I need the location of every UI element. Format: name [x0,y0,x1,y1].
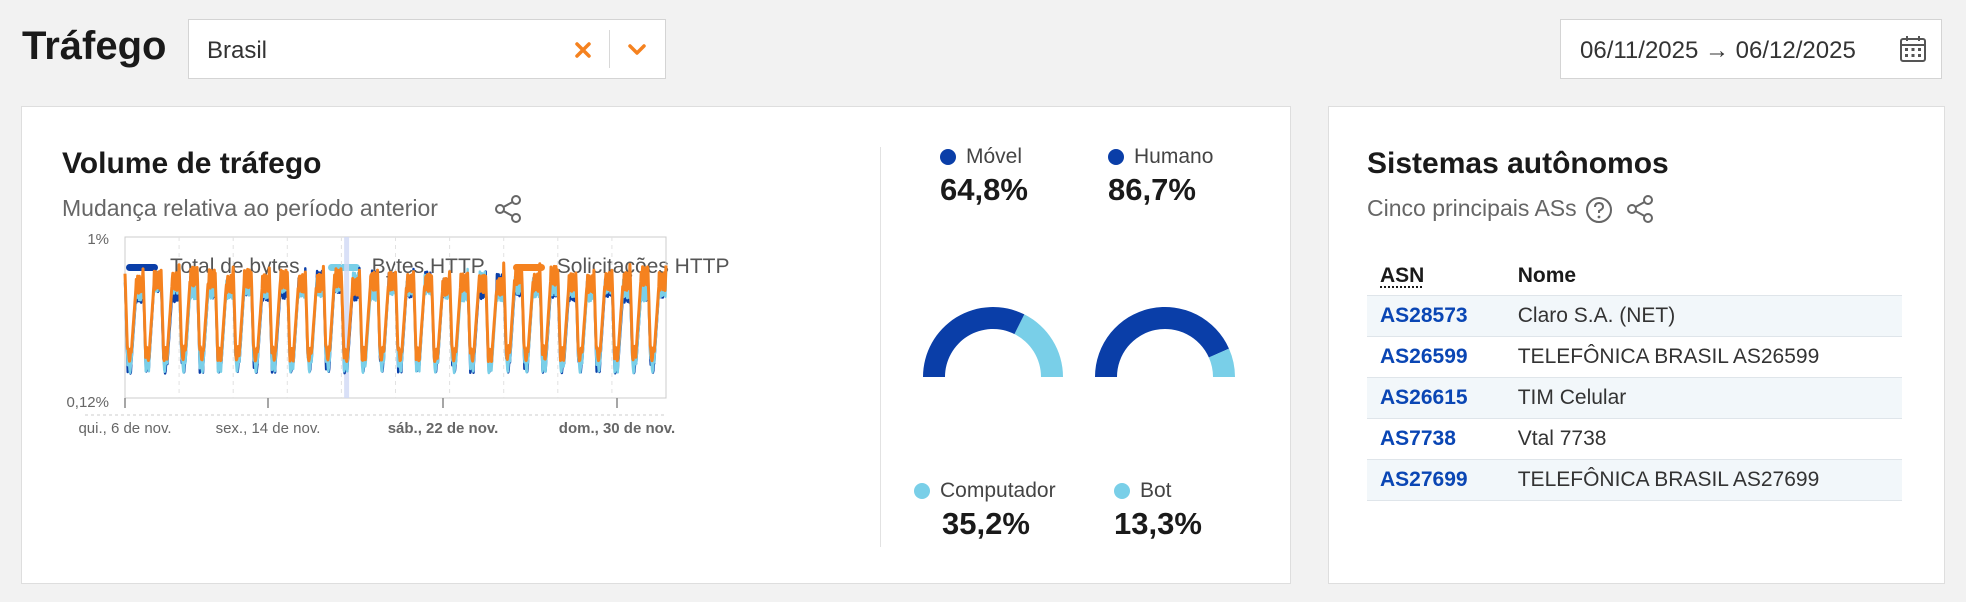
share-icon [495,195,521,223]
location-select[interactable]: Brasil [188,19,666,79]
question-circle-icon [1586,197,1612,223]
as-table: ASN Nome AS28573 Claro S.A. (NET) AS2659… [1367,257,1902,501]
x-tick-label: dom., 30 de nov. [559,420,675,437]
chart-series [123,261,668,375]
gauge-segment-primary [923,307,1025,377]
movel-label: Móvel [966,145,1023,168]
gauge-segment-secondary [1014,314,1063,377]
table-row: AS28573 Claro S.A. (NET) [1367,295,1902,337]
traffic-card-title: Volume de tráfego [62,147,322,180]
vertical-divider [880,147,881,547]
human-bot-gauge[interactable] [1090,297,1240,387]
metric-humano: Humano 86,7% [1108,145,1213,208]
bot-label: Bot [1140,479,1172,502]
as-name: Vtal 7738 [1504,418,1902,460]
as-name: Claro S.A. (NET) [1504,295,1902,337]
open-location-dropdown-button[interactable] [619,32,655,68]
date-range-text: 06/11/2025 → 06/12/2025 [1580,37,1856,64]
hover-band [344,237,350,398]
select-divider [609,30,610,68]
column-header-name: Nome [1517,264,1577,287]
metric-bot: Bot 13,3% [1114,479,1202,542]
page-title: Tráfego [22,24,167,68]
y-tick-label: 0,12% [66,394,109,411]
autonomous-systems-card: Sistemas autônomos Cinco principais ASs … [1328,106,1945,584]
y-axis: 1% 0,12% [66,231,109,411]
help-button[interactable] [1584,195,1614,225]
y-tick-label: 1% [87,231,109,248]
movel-value: 64,8% [940,172,1028,207]
as-name: TIM Celular [1504,377,1902,419]
share-icon [1627,195,1653,223]
chart-legend: Total de bytes Bytes HTTP Solicitações H… [126,255,730,279]
as-name: TELEFÔNICA BRASIL AS27699 [1504,459,1902,501]
asn-link[interactable]: AS7738 [1367,418,1505,460]
calendar-icon [1900,36,1926,62]
legend-label: Total de bytes [170,255,300,278]
asn-link[interactable]: AS28573 [1367,295,1505,337]
x-tick-label: qui., 6 de nov. [78,420,171,437]
column-header-asn: ASN [1380,264,1425,287]
computador-label: Computador [940,479,1056,502]
humano-dot [1108,149,1124,165]
calendar-button[interactable] [1897,33,1929,65]
traffic-volume-card: Volume de tráfego Mudança relativa ao pe… [21,106,1291,584]
bot-value: 13,3% [1114,506,1202,541]
table-row: AS26599 TELEFÔNICA BRASIL AS26599 [1367,336,1902,378]
movel-dot [940,149,956,165]
date-range-picker[interactable]: 06/11/2025 → 06/12/2025 [1560,19,1942,79]
asn-link[interactable]: AS26599 [1367,336,1505,378]
table-row: AS7738 Vtal 7738 [1367,418,1902,460]
legend-item-http-bytes[interactable]: Bytes HTTP [327,255,485,279]
series-line-2 [123,261,668,363]
traffic-chart[interactable]: 1% 0,12% qui., 6 de nov. sex., 14 de nov. sá… [22,107,882,585]
metric-computador: Computador 35,2% [914,479,1056,542]
legend-swatch [512,263,545,271]
legend-label: Bytes HTTP [371,255,485,278]
as-name: TELEFÔNICA BRASIL AS26599 [1504,336,1902,378]
clear-location-button[interactable] [565,32,601,68]
chevron-down-icon [628,44,646,55]
location-value: Brasil [207,37,268,64]
humano-value: 86,7% [1108,172,1196,207]
traffic-card-subtitle: Mudança relativa ao período anterior [62,195,438,221]
x-tick-label: sáb., 22 de nov. [388,420,499,437]
asn-link[interactable]: AS26615 [1367,377,1505,419]
humano-label: Humano [1134,145,1214,168]
table-row: AS26615 TIM Celular [1367,377,1902,419]
legend-item-total-bytes[interactable]: Total de bytes [126,255,300,279]
as-card-title: Sistemas autônomos [1367,147,1669,180]
share-traffic-button[interactable] [492,193,524,225]
x-icon [575,42,591,58]
bot-dot [1114,483,1130,499]
asn-link[interactable]: AS27699 [1367,459,1505,501]
computador-value: 35,2% [942,506,1030,541]
metric-movel: Móvel 64,8% [940,145,1028,208]
gauge-segment-primary [1095,307,1229,377]
legend-swatch [126,263,158,271]
legend-swatch [327,263,360,271]
x-axis: qui., 6 de nov. sex., 14 de nov. sáb., 22 … [78,398,675,437]
computador-dot [914,483,930,499]
device-gauge[interactable] [918,297,1068,387]
table-row: AS27699 TELEFÔNICA BRASIL AS27699 [1367,459,1902,501]
x-tick-label: sex., 14 de nov. [216,420,321,437]
as-card-subtitle: Cinco principais ASs [1367,195,1577,221]
share-as-button[interactable] [1624,193,1656,225]
gauge-segment-secondary [1208,348,1235,377]
